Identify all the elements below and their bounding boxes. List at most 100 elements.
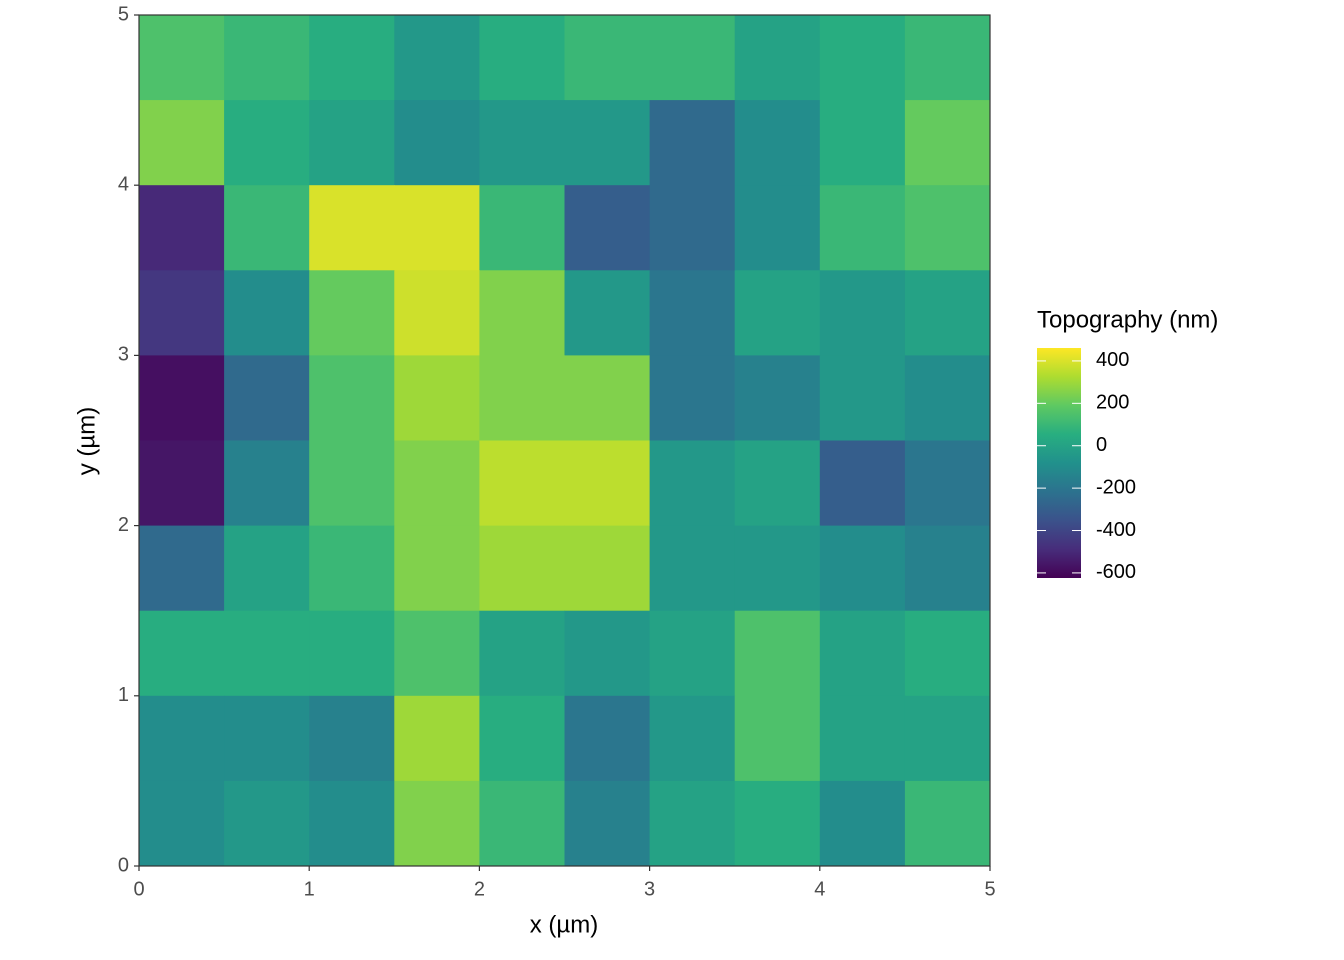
x-tick-label: 1 xyxy=(304,878,315,900)
heat-cell xyxy=(819,780,906,867)
legend-title: Topography (nm) xyxy=(1037,306,1218,333)
heat-cell xyxy=(394,695,480,782)
heat-cell xyxy=(819,355,906,441)
heat-cell xyxy=(904,525,991,612)
heat-cell xyxy=(224,15,310,101)
heat-cell xyxy=(309,695,395,782)
heat-cell xyxy=(224,100,310,186)
heat-cell xyxy=(564,780,651,867)
heat-cell xyxy=(309,355,395,441)
heat-cell xyxy=(819,100,906,186)
heat-cell xyxy=(819,185,906,271)
heat-cell xyxy=(139,355,225,441)
x-tick-label: 5 xyxy=(984,878,995,900)
heat-cell xyxy=(139,15,225,101)
y-tick-label: 4 xyxy=(118,173,129,195)
heat-cell xyxy=(309,525,395,612)
heat-cell xyxy=(394,355,480,441)
heat-cell xyxy=(904,780,991,867)
heat-cell xyxy=(649,100,736,186)
heat-cell xyxy=(139,270,225,356)
heat-cell xyxy=(139,695,225,782)
heat-cell xyxy=(309,270,395,356)
heat-cell xyxy=(394,440,480,527)
y-tick-label: 3 xyxy=(118,344,129,366)
x-axis-title: x (µm) xyxy=(530,911,598,938)
heat-cell xyxy=(224,780,310,867)
heat-cell xyxy=(649,525,736,612)
heat-cell xyxy=(309,780,395,867)
heat-cell xyxy=(649,440,736,527)
heat-cell xyxy=(309,100,395,186)
heat-cell xyxy=(564,185,651,271)
heat-cell xyxy=(479,525,565,612)
heat-cell xyxy=(904,100,991,186)
heat-cell xyxy=(734,610,821,697)
heat-cell xyxy=(139,780,225,867)
colorbar-label: -400 xyxy=(1096,519,1136,541)
x-tick-label: 4 xyxy=(814,878,825,900)
heat-cell xyxy=(734,780,821,867)
heat-cell xyxy=(479,185,565,271)
colorbar-label: -600 xyxy=(1096,561,1136,583)
heat-cell xyxy=(904,270,991,356)
heat-cell xyxy=(224,610,310,697)
panel-border xyxy=(138,14,991,867)
heat-cell xyxy=(649,610,736,697)
heat-cell xyxy=(819,525,906,612)
heat-cell xyxy=(564,525,651,612)
colorbar-label: -200 xyxy=(1096,476,1136,498)
heat-cell xyxy=(734,695,821,782)
y-tick-label: 1 xyxy=(118,684,129,706)
heat-cell xyxy=(564,695,651,782)
heat-cell xyxy=(649,695,736,782)
heat-cell xyxy=(564,15,651,101)
heat-cell xyxy=(479,270,565,356)
y-tick-label: 5 xyxy=(118,3,129,25)
heat-cell xyxy=(904,15,991,101)
heat-cell xyxy=(394,270,480,356)
heatmap xyxy=(139,15,991,867)
y-tick-label: 0 xyxy=(118,854,129,876)
heat-cell xyxy=(224,440,310,527)
heat-cell xyxy=(309,440,395,527)
colorbar-label: 0 xyxy=(1096,434,1107,456)
heat-cell xyxy=(309,15,395,101)
heat-cell xyxy=(479,355,565,441)
heat-cell xyxy=(819,610,906,697)
x-tick-label: 0 xyxy=(133,878,144,900)
heat-cell xyxy=(734,440,821,527)
heat-cell xyxy=(139,185,225,271)
heat-cell xyxy=(224,185,310,271)
heat-cell xyxy=(649,780,736,867)
heat-cell xyxy=(479,100,565,186)
heat-cell xyxy=(564,440,651,527)
heat-cell xyxy=(564,610,651,697)
heat-cell xyxy=(394,525,480,612)
heat-cell xyxy=(479,610,565,697)
heat-cell xyxy=(224,270,310,356)
heat-cell xyxy=(224,695,310,782)
y-tick-label: 2 xyxy=(118,514,129,536)
heat-cell xyxy=(139,610,225,697)
x-tick-label: 3 xyxy=(644,878,655,900)
heat-cell xyxy=(649,270,736,356)
heat-cell xyxy=(904,355,991,441)
heat-cell xyxy=(394,610,480,697)
x-tick-label: 2 xyxy=(474,878,485,900)
heat-cell xyxy=(734,355,821,441)
heat-cell xyxy=(564,100,651,186)
heat-cell xyxy=(819,15,906,101)
heat-cell xyxy=(139,100,225,186)
heat-cell xyxy=(394,185,480,271)
heat-cell xyxy=(904,695,991,782)
heat-cell xyxy=(479,440,565,527)
heat-cell xyxy=(649,185,736,271)
heat-cell xyxy=(139,525,225,612)
heat-cell xyxy=(734,185,821,271)
heat-cell xyxy=(819,440,906,527)
heat-cell xyxy=(904,185,991,271)
heat-cell xyxy=(479,695,565,782)
heat-cell xyxy=(649,15,736,101)
